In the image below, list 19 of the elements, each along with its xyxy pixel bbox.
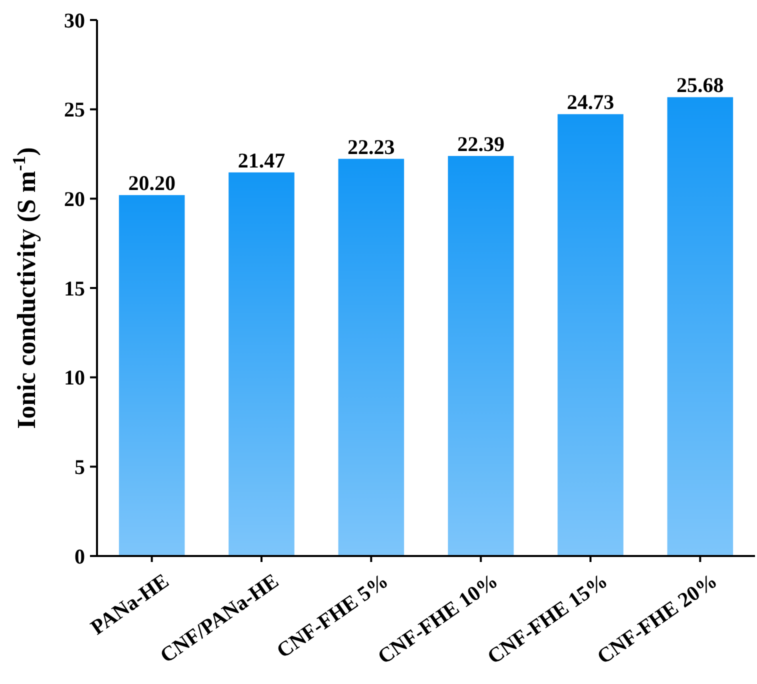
y-tick-label: 20 bbox=[64, 187, 85, 212]
y-tick-label: 5 bbox=[74, 455, 85, 480]
y-tick-label: 10 bbox=[64, 366, 85, 390]
data-label: 24.73 bbox=[566, 90, 614, 114]
bar bbox=[558, 114, 624, 556]
data-label: 22.39 bbox=[457, 132, 504, 156]
data-label: 21.47 bbox=[238, 148, 286, 172]
bar bbox=[338, 158, 404, 556]
data-label: 25.68 bbox=[676, 73, 724, 98]
data-label: 22.23 bbox=[348, 134, 395, 159]
bar bbox=[667, 97, 734, 556]
y-tick-label: 30 bbox=[64, 8, 85, 32]
y-tick-label: 0 bbox=[74, 544, 85, 568]
bar bbox=[228, 172, 294, 556]
bar bbox=[118, 195, 185, 556]
y-tick-label: 15 bbox=[64, 276, 85, 300]
data-label: 20.20 bbox=[128, 171, 176, 196]
bar bbox=[448, 156, 514, 556]
y-tick-label: 25 bbox=[64, 98, 85, 122]
